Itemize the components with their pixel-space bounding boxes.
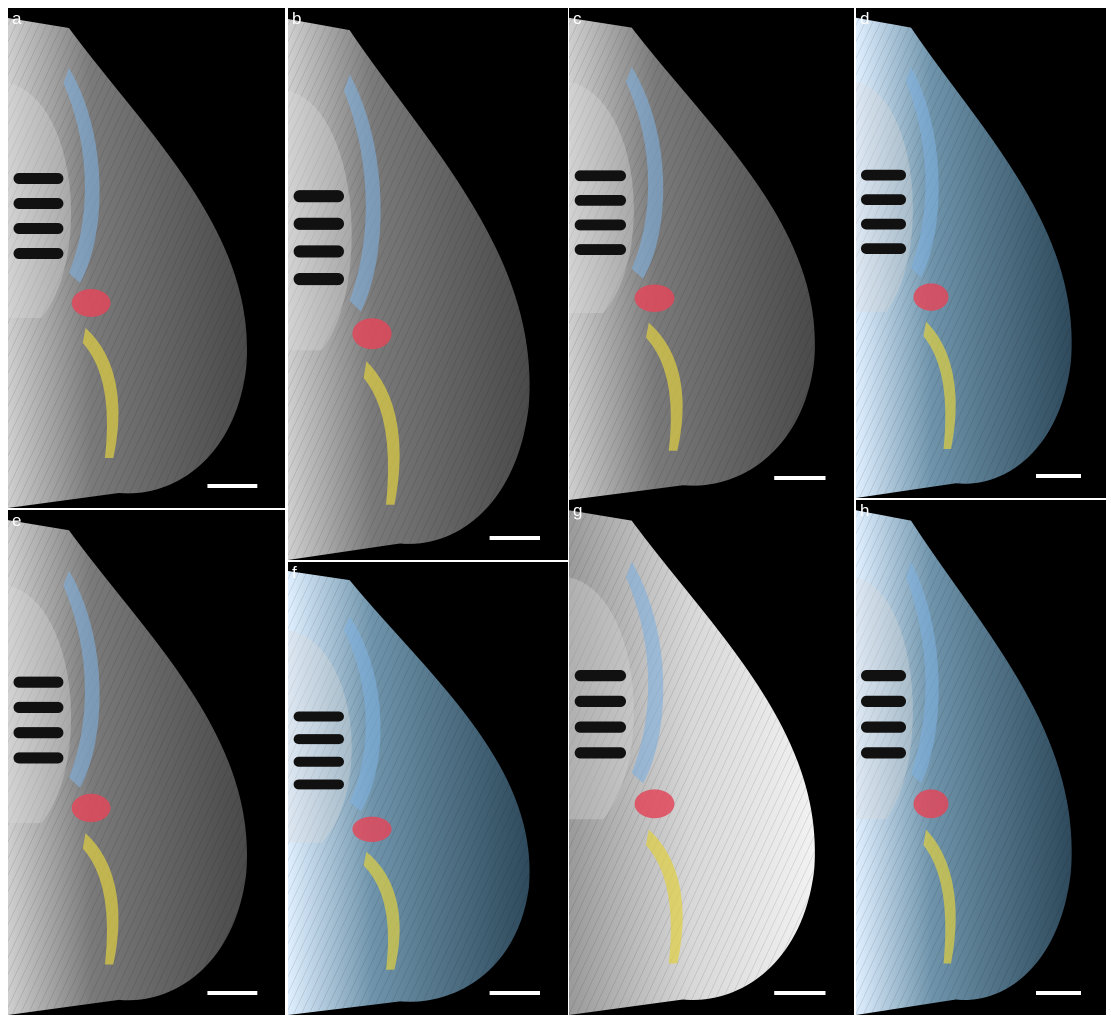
panel: h <box>856 500 1106 1015</box>
gill-slit <box>861 721 906 732</box>
gill-slit <box>294 245 344 257</box>
gill-slit <box>14 677 64 688</box>
mesopterygium <box>635 285 675 313</box>
gill-slit <box>575 244 626 255</box>
gill-slit <box>861 747 906 758</box>
panel-label: c <box>573 9 582 28</box>
panel-content <box>8 8 285 508</box>
gill-slit <box>14 727 64 738</box>
panel-content <box>569 8 854 500</box>
panel-label: b <box>292 9 301 28</box>
gill-slit <box>14 248 64 259</box>
panel-content <box>569 500 854 1015</box>
mesopterygium <box>914 283 949 310</box>
scale-bar <box>490 991 540 995</box>
gill-slit <box>294 711 344 721</box>
gill-slit <box>14 173 64 184</box>
gill-slit <box>575 696 626 707</box>
gill-slit <box>14 702 64 713</box>
scale-bar <box>207 991 257 995</box>
gill-slit <box>14 223 64 234</box>
gill-slit <box>861 170 906 181</box>
mesopterygium <box>352 318 391 349</box>
gill-slit <box>575 721 626 732</box>
mesopterygium <box>72 794 111 822</box>
panel: c <box>569 8 854 500</box>
gill-slit <box>861 194 906 205</box>
gill-slit <box>14 198 64 209</box>
gill-slit <box>14 752 64 763</box>
panel: d <box>856 8 1106 498</box>
gill-slit <box>294 757 344 767</box>
page: abcdefgh (() => { const data = JSON.pars… <box>0 0 1111 1019</box>
panel-label: a <box>12 9 22 28</box>
panel-content <box>288 562 568 1015</box>
mesopterygium <box>72 289 111 317</box>
panel: a <box>8 8 285 508</box>
panel-label: d <box>860 9 869 28</box>
gill-slit <box>861 243 906 254</box>
scale-bar <box>1036 474 1081 478</box>
gill-slit <box>861 219 906 230</box>
figure: a b c d e f g h <box>0 0 1111 1019</box>
scale-bar <box>774 991 825 995</box>
scale-bar <box>490 536 540 540</box>
gill-slit <box>575 670 626 681</box>
gill-slit <box>294 273 344 285</box>
gill-slit <box>575 195 626 206</box>
gill-slit <box>294 190 344 202</box>
gill-slit <box>861 670 906 681</box>
gill-slit <box>575 220 626 231</box>
panel-content <box>856 500 1106 1015</box>
panel: g <box>569 500 854 1015</box>
panel: e <box>8 510 285 1015</box>
panel-content <box>288 8 568 560</box>
panel-content <box>8 510 285 1015</box>
panel-label: h <box>860 501 869 520</box>
gill-slit <box>294 218 344 230</box>
panel-label: g <box>573 501 582 520</box>
mesopterygium <box>635 789 675 818</box>
scale-bar <box>774 476 825 480</box>
panel: b <box>288 8 568 560</box>
panel: f <box>288 562 568 1015</box>
gill-slit <box>575 747 626 758</box>
gill-slit <box>575 170 626 181</box>
panel-label: e <box>12 511 21 530</box>
panel-label: f <box>292 563 297 582</box>
gill-slit <box>294 734 344 744</box>
mesopterygium <box>914 789 949 818</box>
gill-slit <box>861 696 906 707</box>
panel-content <box>856 8 1106 498</box>
scale-bar <box>1036 991 1081 995</box>
scale-bar <box>207 484 257 488</box>
mesopterygium <box>352 817 391 842</box>
gill-slit <box>294 779 344 789</box>
